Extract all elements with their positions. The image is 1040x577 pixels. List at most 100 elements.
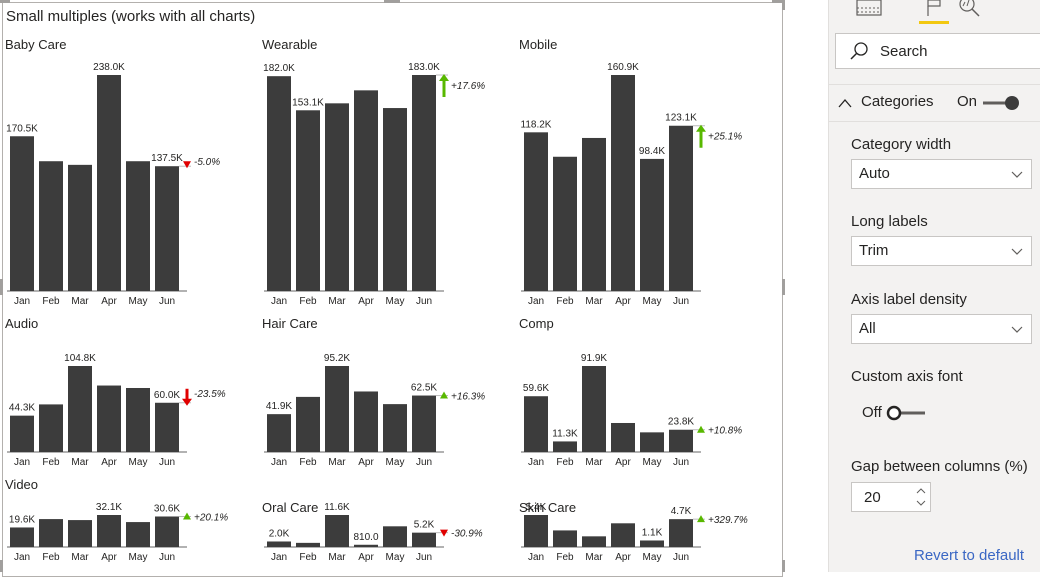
bar [553,156,577,291]
data-label: 170.5K [6,123,38,134]
data-label: 4.7K [671,506,692,517]
category-width-dropdown[interactable]: Auto [851,159,1032,189]
bar [383,526,407,547]
resize-handle[interactable] [384,0,400,3]
format-paintroller-icon[interactable] [919,0,949,24]
variance-arrow-head [697,425,705,433]
bar [669,429,693,452]
data-label: 137.5K [151,153,183,164]
category-width-value: Auto [859,165,890,182]
bar [582,137,606,291]
axis-density-dropdown[interactable]: All [851,314,1032,344]
chevron-down-icon [1011,248,1023,255]
axis-density-label: Axis label density [851,291,967,308]
gap-stepper[interactable]: 20 [851,482,931,512]
resize-handle[interactable] [782,0,785,10]
bar [97,75,121,291]
gap-value: 20 [864,489,881,506]
axis-tick-label: Jan [271,552,287,563]
axis-tick-label: Jan [528,457,544,468]
data-label: 153.1K [292,97,324,108]
stepper-arrows-icon[interactable] [916,486,926,508]
search-input[interactable]: Search [835,33,1040,69]
bar [611,523,635,547]
axis-tick-label: Feb [42,457,60,468]
categories-toggle[interactable] [981,95,1023,111]
bar [611,422,635,452]
chevron-down-icon [1011,326,1023,333]
data-label: 182.0K [263,63,295,74]
resize-handle[interactable] [782,279,785,295]
axis-tick-label: Jan [271,296,287,307]
resize-handle[interactable] [0,279,3,295]
bar [97,515,121,547]
axis-tick-label: Jan [14,457,30,468]
fields-tab-icon[interactable] [855,0,885,20]
axis-tick-label: May [643,457,662,468]
bar [68,164,92,291]
data-label: 118.2K [521,119,552,130]
data-label: 19.6K [9,514,35,525]
custom-font-label: Custom axis font [851,368,963,385]
bar [412,75,436,291]
revert-to-default-link[interactable]: Revert to default [914,547,1025,564]
axis-tick-label: May [643,296,662,307]
variance-arrow-head [183,512,191,520]
resize-handle[interactable] [0,560,3,572]
axis-tick-label: May [386,552,405,563]
variance-label: -5.0% [194,157,220,168]
axis-tick-label: Feb [299,296,317,307]
search-placeholder: Search [880,43,928,60]
bar [10,136,34,291]
bar [611,75,635,291]
chevron-up-icon[interactable] [838,97,854,109]
axis-tick-label: Jun [416,457,432,468]
axis-tick-label: Jun [416,552,432,563]
resize-handle[interactable] [0,0,10,3]
axis-tick-label: Apr [358,457,374,468]
bar [383,404,407,452]
axis-tick-label: Apr [358,296,374,307]
format-pane: Search Categories On Category width Auto… [828,0,1040,572]
custom-font-toggle[interactable] [885,405,927,421]
data-label: 160.9K [607,62,639,73]
axis-tick-label: Mar [328,296,346,307]
bar [296,396,320,452]
bar [97,385,121,452]
bar [412,532,436,547]
axis-tick-label: Mar [585,457,603,468]
data-label: 11.3K [552,428,578,439]
data-label: 5.4K [526,502,547,513]
variance-label: +17.6% [451,81,485,92]
search-icon [850,42,868,60]
category-width-label: Category width [851,136,952,153]
axis-tick-label: Feb [299,457,317,468]
bar [524,515,548,547]
variance-label: +329.7% [708,515,748,526]
axis-tick-label: May [386,296,405,307]
resize-handle[interactable] [782,560,785,572]
small-multiples-visual[interactable]: Small multiples (works with all charts) … [0,0,787,577]
custom-font-toggle-label: Off [862,404,882,421]
variance-label: +16.3% [451,392,485,403]
axis-tick-label: Apr [615,457,631,468]
chart-title: Wearable [262,37,317,52]
chart-title: Oral Care [262,500,318,515]
chart-title: Hair Care [262,316,318,331]
bar [39,161,63,291]
axis-tick-label: Apr [615,552,631,563]
bar [68,366,92,452]
data-label: 123.1K [665,113,697,124]
data-label: 98.4K [639,146,665,157]
data-label: 60.0K [154,390,180,401]
resize-handle[interactable] [772,0,784,3]
variance-arrow-head [440,529,448,537]
long-labels-dropdown[interactable]: Trim [851,236,1032,266]
bar [640,158,664,291]
bar [524,396,548,452]
categories-section-header[interactable]: Categories On [829,84,1040,122]
bar [126,161,150,291]
variance-label: +20.1% [194,512,228,523]
analytics-tab-icon[interactable] [957,0,985,20]
axis-tick-label: Apr [101,296,117,307]
